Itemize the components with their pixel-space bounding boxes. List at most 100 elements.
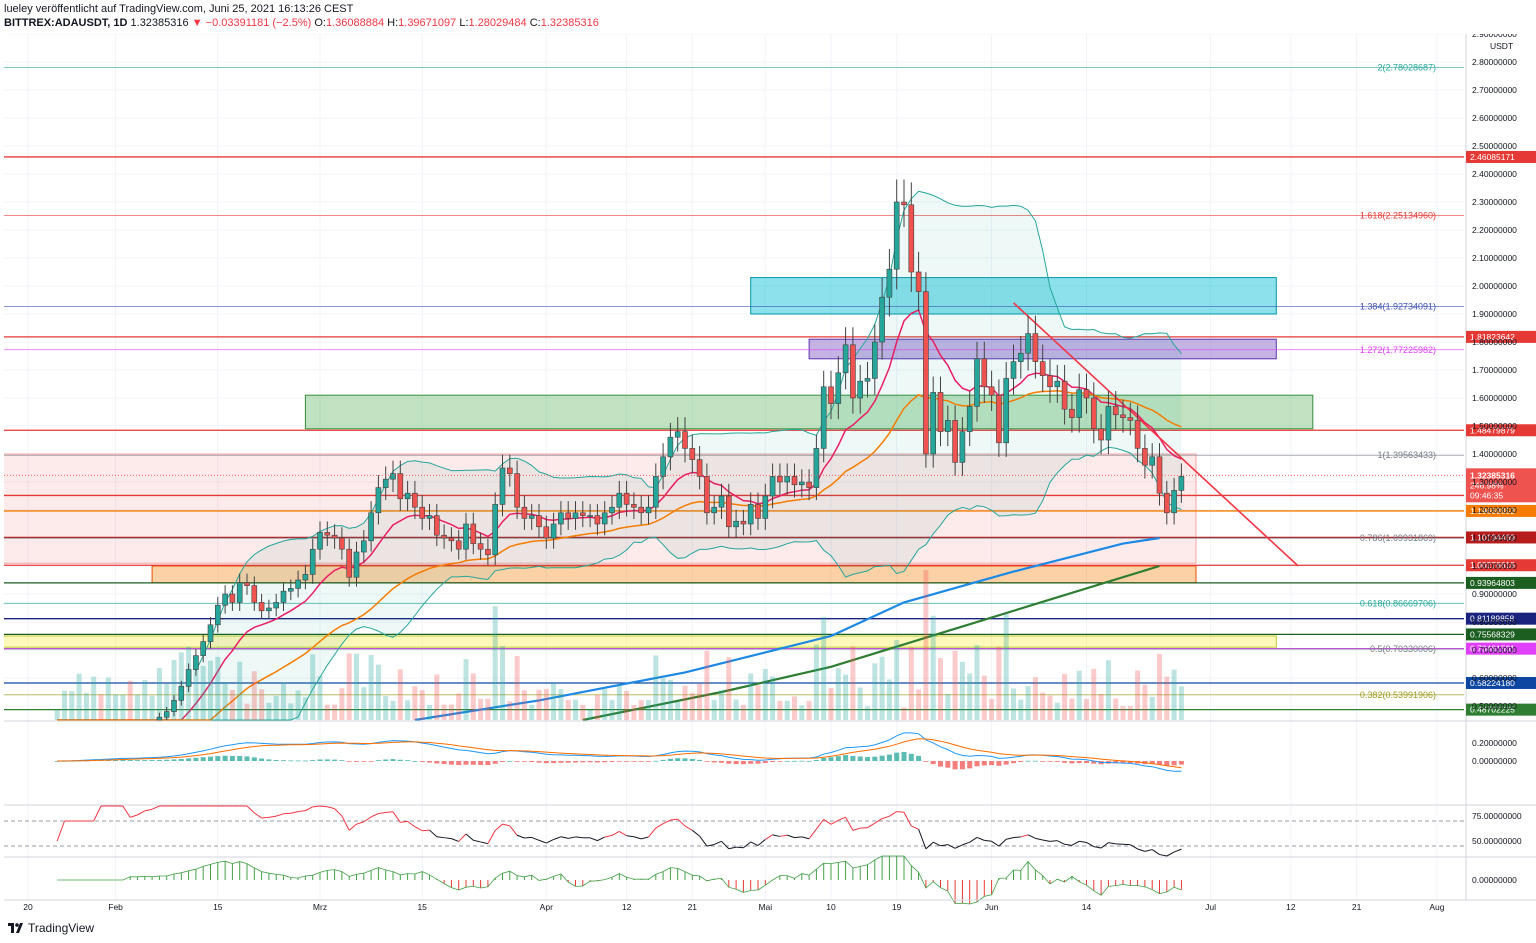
rsi-segment — [655, 823, 664, 829]
chart-frame[interactable]: 2.460851711.818236421.484798791.25203384… — [4, 34, 1536, 912]
volume-bar — [938, 658, 943, 720]
volume-bar — [222, 682, 228, 720]
volume-bar — [1047, 695, 1053, 720]
rsi-segment — [130, 814, 138, 818]
candle-body — [463, 523, 469, 550]
volume-bar — [609, 699, 615, 720]
level-price-label: 1.48479879 — [1470, 425, 1515, 435]
candle-body — [1105, 406, 1112, 441]
candle-body — [813, 448, 820, 488]
price-chart[interactable]: 2.460851711.818236421.484798791.25203384… — [4, 34, 1536, 912]
macd-hist-bar — [1149, 761, 1155, 765]
macd-hist-bar — [405, 760, 411, 761]
candle-body — [594, 515, 601, 525]
rsi-segment — [531, 836, 540, 841]
macd-hist-bar — [1171, 761, 1177, 766]
candle-body — [251, 585, 258, 603]
candle-body — [258, 602, 265, 612]
volume-bar — [799, 705, 805, 720]
rsi-segment — [334, 808, 343, 817]
macd-hist-bar — [1091, 761, 1097, 764]
volume-bar — [821, 617, 827, 720]
volume-bar — [784, 700, 790, 720]
momentum-line — [57, 855, 1182, 905]
macd-hist-bar — [938, 761, 943, 767]
macd-hist-bar — [1032, 760, 1038, 762]
macd-hist-bar — [448, 761, 454, 765]
rsi-segment — [546, 839, 554, 844]
candle-body — [448, 537, 455, 542]
macd-hist-bar — [543, 761, 549, 764]
macd-hist-bar — [952, 761, 958, 770]
macd-hist-bar — [923, 761, 929, 762]
rsi-segment — [1071, 840, 1080, 846]
rsi-segment — [918, 829, 927, 850]
volume-bar — [1018, 699, 1024, 720]
price-tick-label: 1.50000000 — [1472, 421, 1517, 431]
volume-bar — [704, 650, 710, 720]
volume-bar — [412, 686, 418, 720]
macd-hist-bar — [470, 761, 476, 765]
rsi-segment — [1006, 837, 1014, 840]
fib-label: 2(2.78028687) — [1377, 63, 1436, 73]
volume-bar — [529, 704, 535, 720]
fib-label: 0.786(1.09931869) — [1360, 533, 1436, 543]
bollinger-lower-line — [195, 446, 1182, 721]
candle-body — [200, 641, 206, 656]
macd-hist-bar — [113, 759, 119, 761]
candle-body — [1120, 414, 1126, 418]
rsi-segment — [436, 836, 445, 839]
rsi-segment — [553, 836, 562, 840]
volume-bar — [1025, 686, 1031, 720]
rsi-segment — [1159, 854, 1167, 857]
downtrend-line — [1012, 302, 1299, 567]
candle-body — [1047, 375, 1053, 388]
low-value: 1.28029484 — [468, 17, 527, 29]
momentum-bars — [129, 856, 1182, 904]
candle-body — [886, 268, 893, 298]
volume-bar — [675, 701, 681, 720]
volume-bar — [726, 657, 732, 720]
candle-body — [528, 515, 535, 519]
candle-body — [682, 431, 688, 449]
fib-label: 0.5(0.70330006) — [1370, 644, 1436, 654]
candle-body — [193, 655, 199, 670]
candle-body — [879, 296, 885, 343]
macd-hist-bar — [813, 759, 819, 761]
macd-hist-bar — [339, 760, 345, 761]
candle-body — [550, 523, 557, 539]
candle-body — [864, 378, 871, 382]
volume-bar — [507, 701, 513, 720]
candle-body — [1017, 352, 1024, 362]
candle-body — [733, 520, 739, 528]
rsi-segment — [122, 805, 131, 818]
candle-body — [930, 392, 937, 455]
rsi-segment — [93, 805, 102, 822]
macd-hist-bar — [638, 761, 644, 762]
candle-body — [521, 506, 528, 519]
macd-hist-bar — [354, 761, 359, 762]
volume-bar — [237, 661, 243, 720]
volume-bar — [1178, 686, 1184, 720]
date-tick-label: Mai — [758, 902, 772, 912]
candle-body — [295, 579, 301, 589]
rsi-segment — [400, 820, 408, 823]
rsi-segment — [932, 841, 941, 847]
macd-hist-bar — [850, 756, 856, 761]
date-tick-label: Mrz — [313, 902, 327, 912]
volume-bar — [923, 570, 929, 720]
volume-bar — [1127, 706, 1133, 720]
rsi-segment — [385, 811, 394, 813]
rsi-segment — [1137, 848, 1146, 852]
candle-body — [901, 201, 907, 206]
price-tick-label: 0.50000000 — [1472, 701, 1517, 711]
rsi-segment — [684, 825, 693, 831]
rsi-segment — [524, 836, 532, 839]
macd-hist-bar — [799, 760, 805, 762]
level-price-label: 1.10194469 — [1470, 532, 1515, 542]
rsi-segment — [1108, 842, 1116, 845]
candle-body — [368, 512, 374, 542]
last-price-tag — [1466, 468, 1536, 503]
candle-body — [382, 478, 389, 488]
macd-hist-bar — [156, 759, 162, 761]
